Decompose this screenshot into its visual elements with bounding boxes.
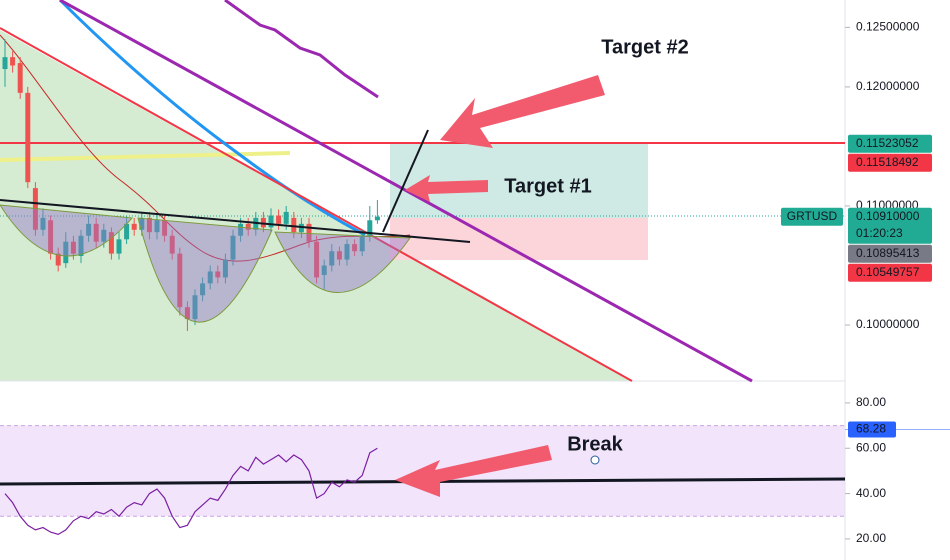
- y-tick-label: 0.10000000: [856, 317, 920, 331]
- candle-body: [336, 251, 342, 260]
- candle-body: [306, 223, 312, 242]
- candle-body: [169, 235, 175, 254]
- candle-body: [238, 223, 244, 236]
- candle-body: [25, 92, 31, 183]
- arrow: [405, 175, 488, 202]
- price-badge: [848, 244, 932, 263]
- candle-body: [139, 217, 145, 230]
- channel-line: [224, 0, 379, 99]
- candle-body: [374, 216, 380, 221]
- price-label: 0.10910000: [856, 209, 920, 223]
- candle-body: [116, 239, 122, 254]
- candle-body: [124, 223, 130, 240]
- candle-body: [222, 259, 228, 278]
- y-tick-label: 80.00: [856, 395, 886, 409]
- annotation: Break: [567, 433, 623, 455]
- candle-body: [344, 244, 350, 260]
- candle-body: [48, 220, 54, 254]
- annotation: Target #1: [504, 175, 591, 197]
- candle-body: [352, 244, 358, 252]
- candle-body: [367, 220, 373, 236]
- candle-body: [2, 57, 8, 70]
- trend-line: [0, 27, 633, 382]
- candle-body: [70, 241, 76, 254]
- symbol-badge: [781, 207, 843, 226]
- candle-body: [146, 217, 152, 233]
- candle-body: [10, 57, 16, 66]
- value-label: 68.28: [856, 422, 886, 436]
- candle-body: [192, 295, 198, 320]
- candle-body: [359, 235, 365, 252]
- candle-body: [283, 211, 289, 224]
- symbol-label: GRTUSD: [787, 209, 838, 223]
- candle-body: [55, 253, 61, 266]
- candle-body: [17, 63, 23, 93]
- candle-body: [63, 241, 69, 264]
- candle-body: [215, 271, 221, 278]
- arrow: [440, 75, 605, 148]
- candle-body: [291, 217, 297, 233]
- candle-body: [207, 271, 213, 284]
- y-tick-label: 40.00: [856, 486, 886, 500]
- value-badge: [848, 421, 896, 438]
- marker: [590, 455, 600, 465]
- right-shoulder: [274, 231, 411, 293]
- candle-body: [314, 241, 320, 278]
- neckline: [0, 199, 471, 243]
- candle-body: [321, 265, 327, 276]
- price-badge: [848, 207, 932, 244]
- y-tick-label: 0.12000000: [856, 79, 920, 93]
- candle-body: [230, 235, 236, 260]
- price-badge: [848, 134, 932, 153]
- candle-body: [93, 223, 99, 242]
- y-tick-label: 60.00: [856, 440, 886, 454]
- candle-body: [245, 223, 251, 230]
- y-tick-label: 0.12500000: [856, 20, 920, 34]
- arrow: [395, 445, 552, 497]
- price-label: 0.10549757: [856, 265, 920, 279]
- moving-average: [0, 34, 411, 262]
- head: [137, 217, 273, 323]
- y-tick-label: 20.00: [856, 531, 886, 545]
- left-shoulder: [0, 204, 134, 257]
- price-badge: [848, 153, 932, 172]
- moving-average: [58, 0, 366, 237]
- rsi-line: [4, 447, 378, 536]
- candle-body: [40, 217, 46, 230]
- price-badge: [848, 263, 932, 282]
- candle-body: [298, 223, 304, 233]
- candle-body: [108, 232, 114, 254]
- candle-body: [162, 220, 168, 236]
- channel-line: [59, 0, 753, 383]
- candle-body: [276, 215, 282, 224]
- candle-body: [200, 283, 206, 296]
- price-label: 0.10895413: [856, 246, 920, 260]
- price-label: 0.11518492: [856, 155, 919, 169]
- candle-body: [101, 229, 107, 242]
- candle-body: [78, 235, 84, 256]
- countdown: 01:20:23: [856, 226, 903, 240]
- price-label: 0.11523052: [856, 136, 919, 150]
- candle-body: [184, 307, 190, 320]
- candle-body: [329, 251, 335, 266]
- candle-body: [154, 220, 160, 233]
- candle-body: [268, 215, 274, 228]
- candle-body: [177, 253, 183, 308]
- candle-body: [86, 223, 92, 236]
- annotation: Target #2: [601, 36, 688, 58]
- projection-line: [382, 129, 429, 233]
- yellow-line: [0, 151, 291, 162]
- candle-body: [131, 223, 137, 230]
